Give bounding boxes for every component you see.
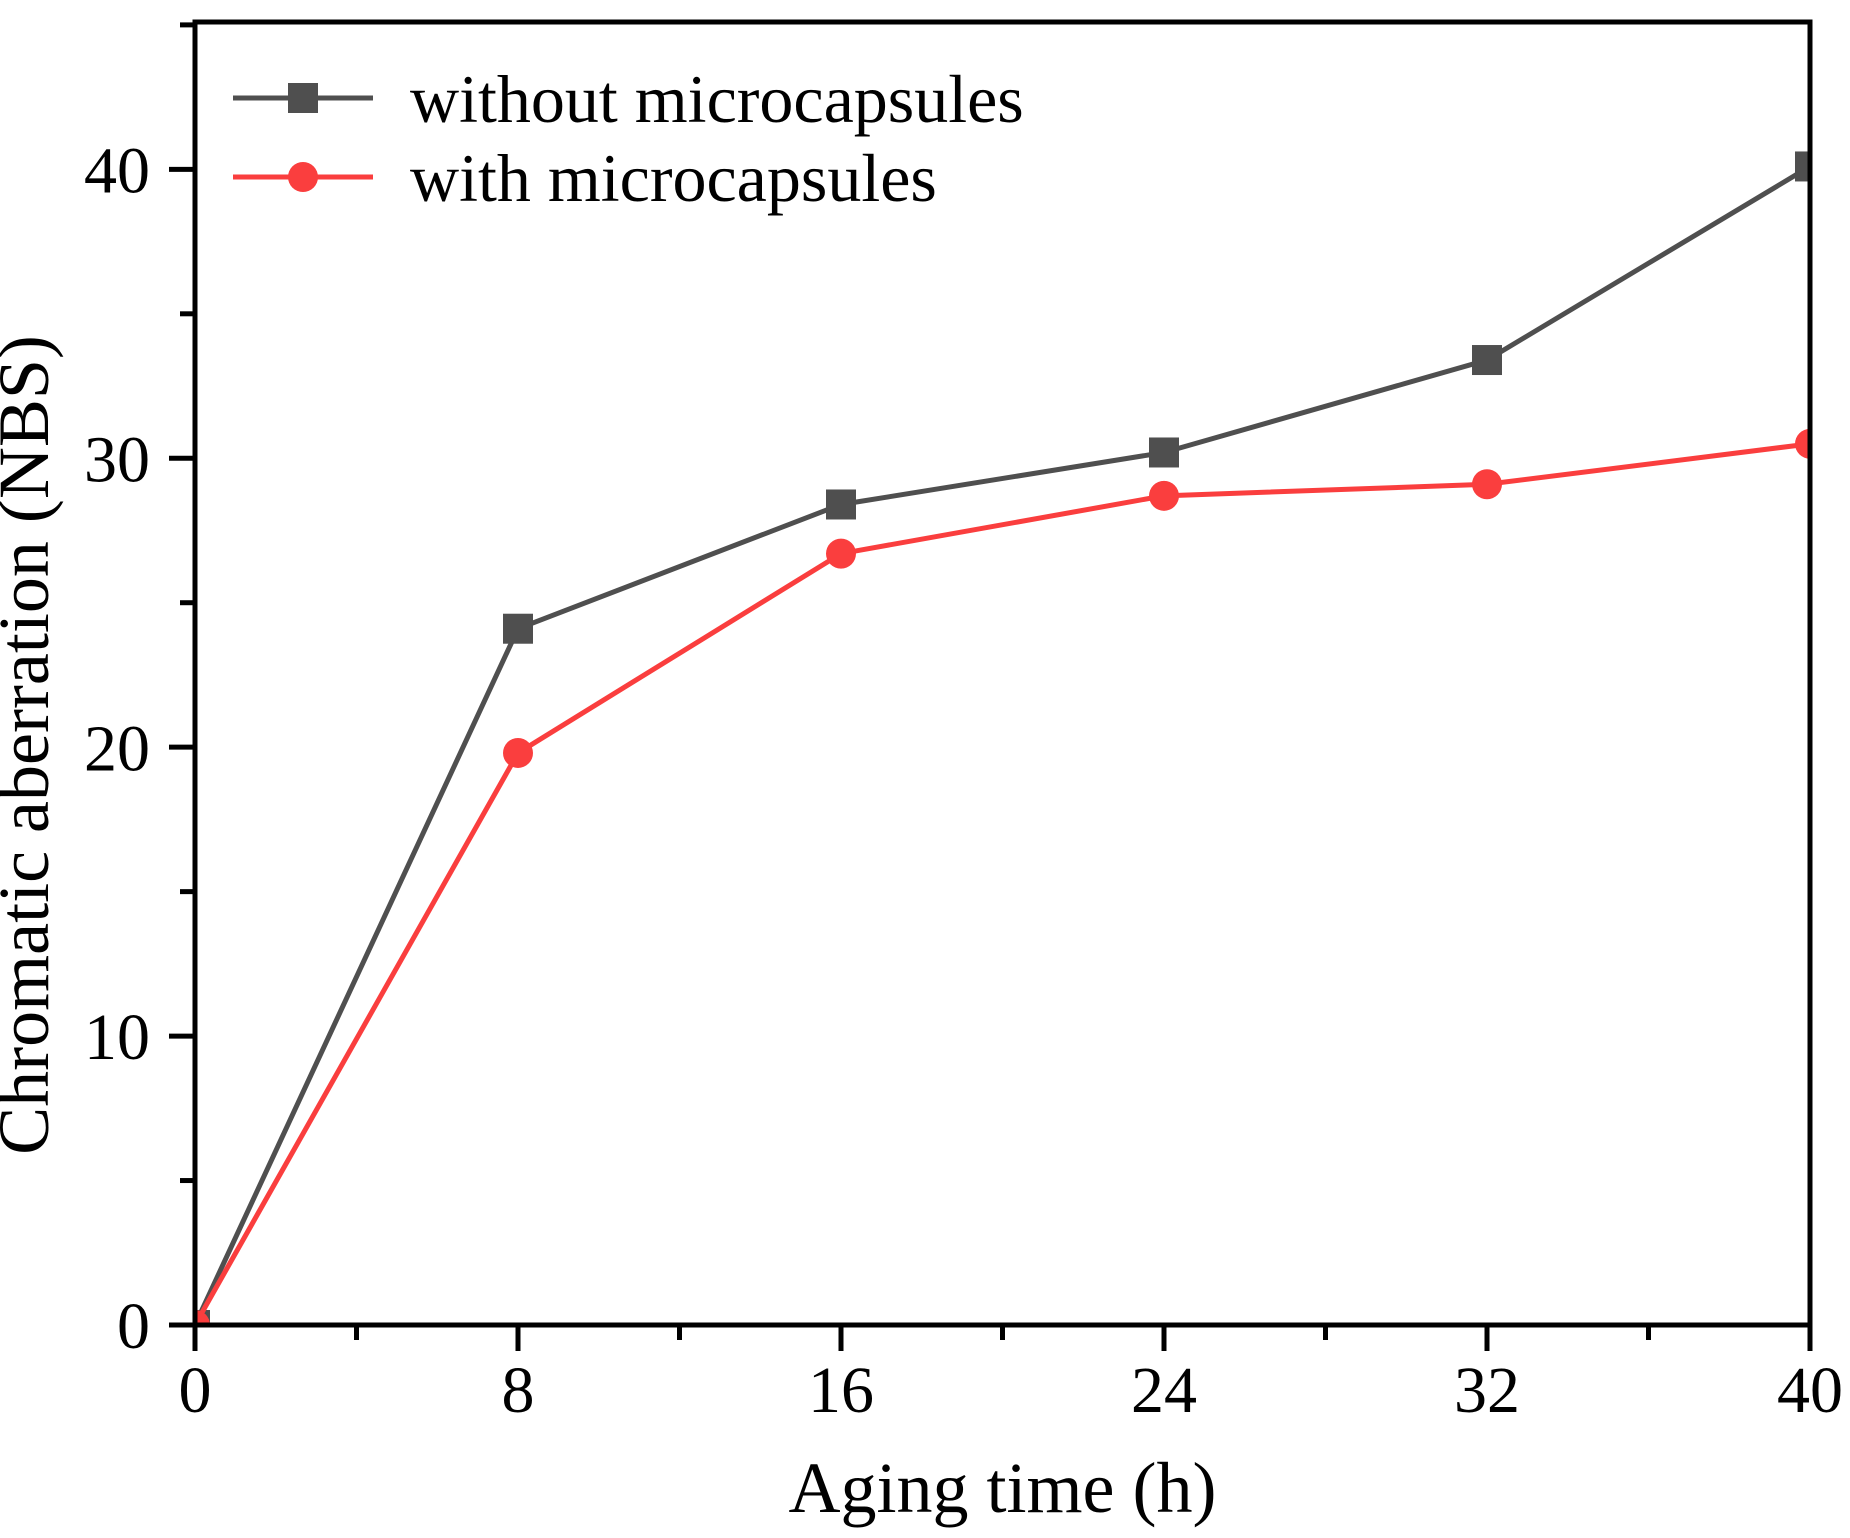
x-tick-label: 0 — [179, 1354, 212, 1427]
plot-border — [192, 19, 1813, 1328]
marker-circle — [826, 538, 856, 569]
x-tick-label: 32 — [1454, 1354, 1520, 1427]
marker-square — [1149, 437, 1179, 468]
x-tick-label: 24 — [1131, 1354, 1197, 1427]
y-tick-label: 20 — [84, 712, 150, 785]
x-tick-label: 40 — [1777, 1354, 1843, 1427]
series-with-microcapsules — [195, 428, 1810, 1325]
y-tick-label: 10 — [84, 1001, 150, 1074]
legend-item: without microcapsules — [233, 61, 1024, 137]
y-tick-label: 30 — [84, 423, 150, 496]
marker-circle — [1795, 428, 1810, 459]
legend-label: with microcapsules — [410, 140, 937, 216]
series-line — [195, 164, 1810, 1325]
y-tick-label: 40 — [84, 134, 150, 207]
legend-label: without microcapsules — [410, 61, 1024, 137]
series-line — [195, 441, 1810, 1325]
y-axis-title: Chromatic aberration (NBS) — [0, 335, 64, 1155]
legend-circle-marker-icon — [288, 162, 318, 192]
x-tick-label: 16 — [808, 1354, 874, 1427]
x-tick-label: 8 — [502, 1354, 535, 1427]
x-axis-title: Aging time (h) — [789, 1448, 1217, 1528]
marker-square — [1795, 151, 1810, 182]
legend-square-marker-icon — [288, 83, 318, 113]
marker-square — [1472, 345, 1502, 376]
marker-circle — [1472, 469, 1502, 500]
marker-circle — [1149, 480, 1179, 511]
marker-circle — [503, 737, 533, 768]
marker-square — [826, 489, 856, 520]
marker-circle — [195, 1310, 210, 1325]
marker-square — [503, 613, 533, 644]
y-tick-label: 0 — [117, 1290, 150, 1363]
legend-item: with microcapsules — [233, 140, 937, 216]
series-without-microcapsules — [195, 151, 1810, 1325]
